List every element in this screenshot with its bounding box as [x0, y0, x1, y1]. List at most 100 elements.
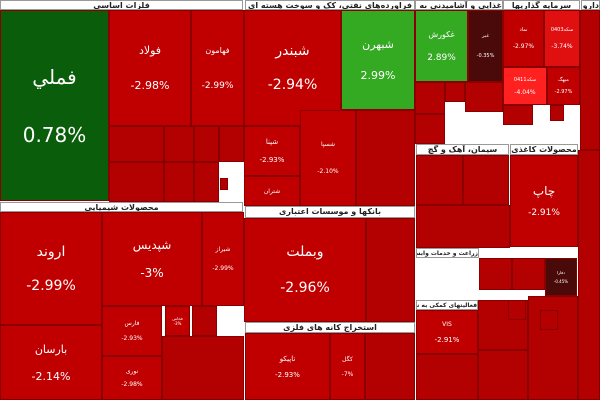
tile-symbol: بارسان	[34, 342, 68, 356]
tile-shesepa[interactable]: شسپا -2.10%	[300, 110, 356, 206]
small-tile[interactable]	[415, 82, 445, 114]
small-tile[interactable]	[445, 82, 465, 102]
small-tile[interactable]	[503, 105, 533, 125]
tile-arvand[interactable]: اروند -2.99%	[0, 212, 102, 325]
tile-vabemellat[interactable]: وبملت -2.96%	[244, 218, 366, 322]
tile-vis[interactable]: VIS -2.91%	[416, 310, 478, 354]
small-tile[interactable]	[478, 350, 528, 400]
sector-header-basic-metals[interactable]: فلزات اساسی	[0, 0, 243, 10]
tile-symbol: فملي	[32, 64, 77, 89]
small-tile[interactable]	[416, 354, 478, 400]
tile-ghkoorosh[interactable]: غکورش 2.89%	[415, 10, 468, 82]
small-tile[interactable]	[465, 82, 503, 112]
tile-kegol[interactable]: کگل -7%	[330, 333, 365, 400]
small-tile[interactable]	[366, 218, 415, 322]
tile-shepdis[interactable]: شپدیس -3%	[102, 212, 202, 306]
tile-change: -2.99%	[201, 80, 234, 91]
sector-header-financial-aux[interactable]: فعالیتهای کمکی به نهادهای مالی	[416, 300, 478, 310]
tile-fakhas[interactable]: فخاس -3%	[165, 306, 190, 336]
tile-symbol: وبملت	[286, 244, 324, 260]
small-tile[interactable]	[580, 10, 600, 150]
tile-noori[interactable]: نوری -2.98%	[102, 356, 162, 400]
sector-header-mining[interactable]: استخراج کانه های فلزی	[245, 322, 415, 333]
sector-header-petroleum[interactable]: فراورده‌های نفتی، کک و سوخت هسته ای	[245, 0, 415, 10]
sector-header-food[interactable]: غذایی و آشامیدنی به جز قند	[415, 0, 503, 10]
small-tile[interactable]	[194, 162, 219, 202]
small-tile[interactable]	[512, 258, 545, 290]
small-tile[interactable]	[365, 333, 415, 400]
tile-shebhran[interactable]: شبهرن 2.99%	[341, 10, 415, 110]
small-tile[interactable]	[415, 114, 445, 144]
sector-header-banks[interactable]: بانکها و موسسات اعتباری	[245, 206, 415, 218]
tile-shetran[interactable]: شتران	[244, 176, 300, 206]
sector-header-agriculture[interactable]: زراعت و خدمات وابسته	[416, 248, 479, 258]
tile-fahamoon[interactable]: فهامون -2.99%	[191, 10, 244, 126]
small-tile[interactable]	[109, 162, 164, 202]
tile-symbol: VIS	[442, 320, 452, 328]
tile-symbol: شبهرن	[362, 38, 394, 51]
tile-shiraz[interactable]: شیراز -2.99%	[202, 212, 244, 306]
tile-change: -0.35%	[476, 53, 495, 59]
tile-symbol: چاپ	[532, 184, 556, 198]
tile-symbol: شتران	[263, 187, 281, 195]
tile-tapiko[interactable]: تاپیکو -2.93%	[245, 333, 330, 400]
tile-shepna[interactable]: شپنا -2.93%	[244, 126, 300, 176]
tile-sekke0403[interactable]: سکه0403 -3.74%	[544, 10, 580, 67]
tile-symbol: غبر	[482, 33, 489, 39]
tile-symbol: فخاس	[172, 316, 183, 321]
small-tile[interactable]	[416, 155, 463, 205]
small-tile[interactable]	[356, 110, 415, 206]
small-tile[interactable]	[164, 126, 194, 162]
small-tile[interactable]	[194, 126, 219, 162]
tile-change: -7%	[341, 370, 354, 378]
tile-symbol: شسپا	[320, 141, 336, 148]
tile-change: -2.93%	[259, 156, 285, 164]
tile-change: 2.99%	[360, 69, 396, 82]
small-tile[interactable]	[109, 126, 164, 162]
tile-shabandar[interactable]: شبندر -2.94%	[244, 10, 341, 126]
tile-symbol: فهامون	[205, 45, 230, 55]
tile-chap[interactable]: چاپ -2.91%	[510, 155, 578, 247]
tile-fars[interactable]: فارس -2.93%	[102, 306, 162, 356]
tile-symbol: نماد	[519, 27, 528, 33]
tile-symbol: غکورش	[428, 29, 455, 39]
sector-header-cement[interactable]: سیمان، آهک و گچ	[416, 144, 509, 155]
tile-change: -3.74%	[551, 43, 573, 50]
small-tile[interactable]	[416, 205, 510, 248]
tile-change: -2.99%	[212, 265, 234, 272]
tile-change: -2.96%	[280, 280, 330, 296]
small-tile[interactable]	[463, 155, 509, 205]
tile-investment-1[interactable]: نماد -2.97%	[503, 10, 544, 67]
tile-symbol: نوری	[125, 368, 139, 375]
sector-header-chemicals[interactable]: محصولات شیمیایی	[0, 202, 243, 212]
tile-symbol: شیراز	[215, 246, 231, 253]
sector-header-pharma[interactable]: دارویی	[581, 0, 600, 10]
tile-mihag[interactable]: میهگ -2.97%	[547, 67, 580, 105]
small-tile[interactable]	[220, 178, 228, 190]
tile-symbol: اروند	[36, 243, 66, 260]
small-tile[interactable]	[479, 258, 512, 290]
small-tile[interactable]	[540, 310, 558, 330]
small-tile[interactable]	[578, 150, 600, 400]
tile-barsan[interactable]: بارسان -2.14%	[0, 325, 102, 400]
tile-fameli[interactable]: فملي 0.78%	[0, 10, 109, 201]
tile-dfara[interactable]: دفارا -0.45%	[545, 258, 577, 296]
small-tile[interactable]	[192, 306, 217, 336]
sector-header-paper[interactable]: محصولات کاغذی	[510, 144, 578, 155]
tile-change: -3%	[140, 266, 164, 280]
small-tile[interactable]	[219, 126, 244, 162]
tile-sekke0411[interactable]: سکه0411 -4.04%	[503, 67, 547, 105]
sector-header-investments[interactable]: سرمایه گذاریها	[503, 0, 580, 10]
tile-change: -2.98%	[121, 381, 143, 388]
tile-ghbar[interactable]: غبر -0.35%	[468, 10, 503, 82]
small-tile[interactable]	[550, 105, 564, 121]
tile-change: 0.78%	[22, 122, 87, 147]
tile-symbol: تاپیکو	[279, 354, 296, 363]
small-tile[interactable]	[162, 336, 244, 400]
small-tile[interactable]	[508, 300, 526, 320]
tile-change: -2.14%	[31, 369, 71, 383]
small-tile[interactable]	[164, 162, 194, 202]
tile-foolad[interactable]: فولاد -2.98%	[109, 10, 191, 126]
tile-change: -2.97%	[554, 89, 573, 95]
tile-symbol: فولاد	[138, 44, 162, 57]
